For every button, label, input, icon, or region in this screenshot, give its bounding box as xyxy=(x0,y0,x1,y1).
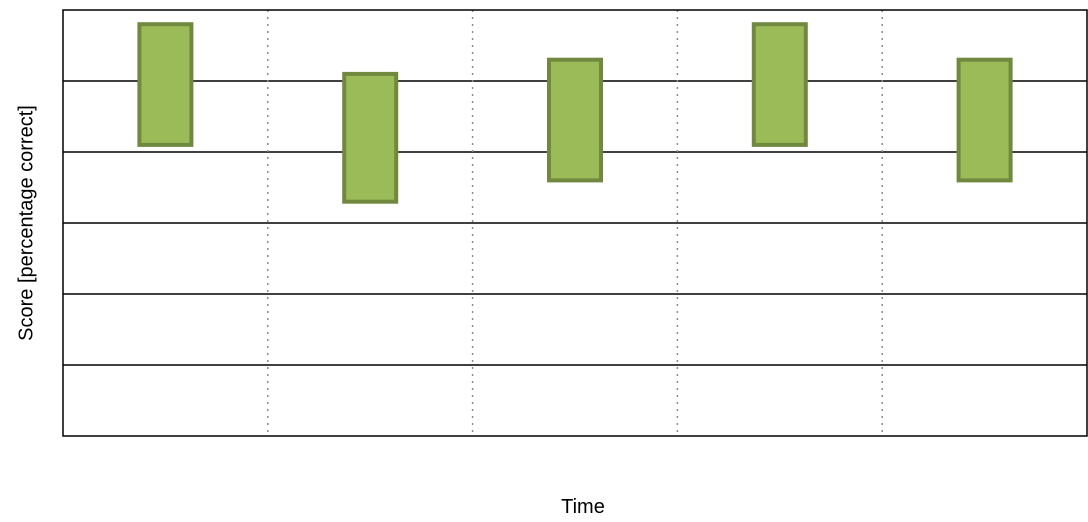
bar xyxy=(751,22,808,147)
bars xyxy=(137,22,1013,204)
bar xyxy=(956,57,1013,183)
bar xyxy=(137,22,194,147)
y-axis-label: Score [percentage correct] xyxy=(15,105,37,341)
plot-frame xyxy=(62,9,1088,437)
bar xyxy=(342,71,399,204)
bar xyxy=(547,57,603,183)
x-axis-label: Time xyxy=(561,496,605,518)
